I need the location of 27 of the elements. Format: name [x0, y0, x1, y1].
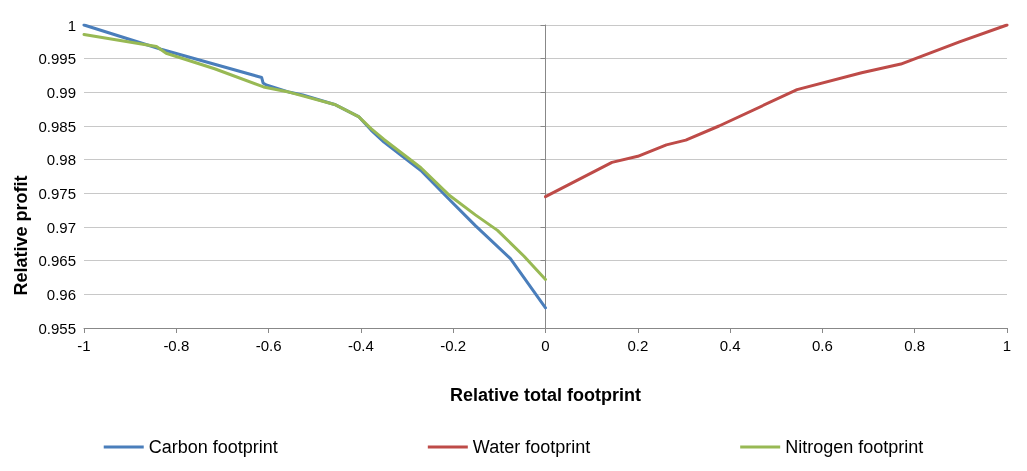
x-tick-label: 0.4 [719, 337, 741, 354]
y-tick-label: 0.955 [38, 319, 76, 337]
y-tick-label: 0.96 [46, 285, 76, 303]
legend-label: Nitrogen footprint [785, 437, 924, 457]
x-tick-label: -1 [77, 337, 91, 354]
x-tick-label: -0.6 [255, 337, 282, 354]
y-tick-label: 0.99 [46, 83, 76, 101]
x-axis-title: Relative total footprint [449, 385, 642, 405]
y-tick-label: 1 [67, 16, 76, 34]
y-tick-label: 0.965 [38, 252, 76, 270]
line-series [544, 23, 1009, 199]
x-tick-label: 0 [541, 337, 550, 354]
x-tick-label: 0.8 [904, 337, 926, 354]
y-tick-label: 0.98 [46, 151, 76, 169]
x-tick-label: -0.2 [440, 337, 467, 354]
x-tick-label: 0.2 [627, 337, 649, 354]
x-tick-label: 1 [1002, 337, 1012, 354]
x-tick-label: -0.4 [347, 337, 374, 354]
x-tick-label: 0.6 [811, 337, 833, 354]
legend-label: Water footprint [472, 437, 591, 457]
legend-label: Carbon footprint [148, 437, 278, 457]
y-tick-label: 0.995 [38, 50, 76, 68]
y-tick-label: 0.97 [46, 218, 76, 236]
y-tick-label: 0.975 [38, 184, 76, 202]
x-tick-label: -0.8 [163, 337, 190, 354]
y-tick-label: 0.985 [38, 117, 76, 135]
y-axis-title: Relative profit [11, 175, 31, 296]
